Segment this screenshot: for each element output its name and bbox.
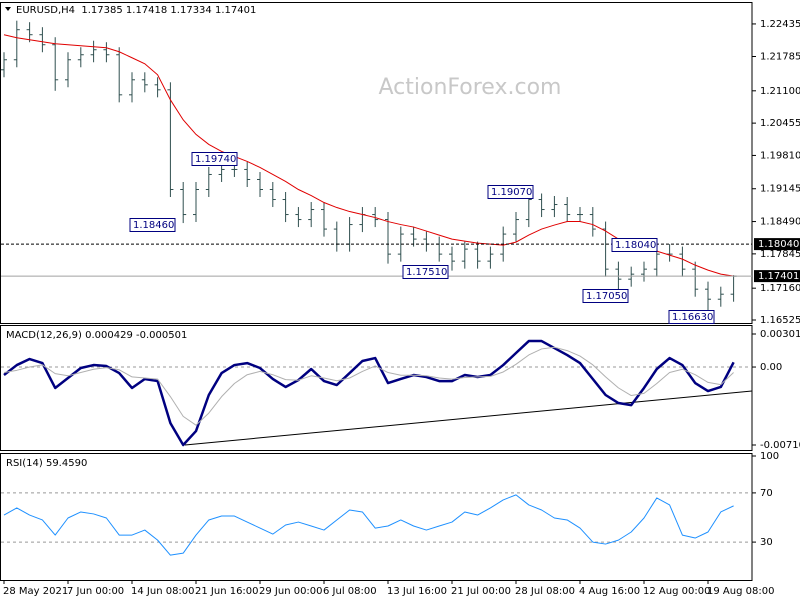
y-tick-label: 0.003012 [760, 329, 800, 340]
y-tick-label: 70 [760, 488, 773, 499]
annotation-box [487, 185, 534, 199]
y-tick-label: 1.22435 [760, 19, 800, 30]
price-tag-label: 1.17401 [758, 271, 799, 282]
x-tick-label: 28 Jul 08:00 [515, 586, 575, 597]
price-tag [754, 238, 800, 251]
y-tick-label: -0.007109 [760, 440, 800, 451]
annotation-box [668, 310, 715, 324]
x-tick-label: 13 Jul 16:00 [387, 586, 447, 597]
trendline [184, 390, 752, 446]
price-tag [754, 270, 800, 283]
y-tick-label: 1.18490 [760, 217, 800, 228]
macd-title: MACD(12,26,9) 0.000429 -0.000501 [6, 330, 187, 341]
annotation-box [582, 289, 629, 303]
y-tick-label: 1.21785 [760, 51, 800, 62]
x-tick-label: 7 Jun 00:00 [67, 586, 124, 597]
annotation: 1.19070 [491, 187, 532, 198]
annotation: 1.17050 [586, 291, 627, 302]
annotation-box [129, 218, 176, 232]
annotation: 1.17510 [406, 267, 447, 278]
price-tag-label: 1.18040 [758, 239, 799, 250]
indicator-line [3, 346, 734, 426]
y-tick-label: 1.21100 [760, 86, 800, 97]
menu-icon [5, 7, 11, 11]
indicator-line [3, 494, 734, 556]
annotation-box [611, 238, 658, 252]
x-tick-label: 21 Jun 16:00 [195, 586, 259, 597]
indicator-line [3, 339, 735, 447]
y-tick-label: 1.16525 [760, 315, 800, 326]
moving-average [3, 34, 734, 277]
x-tick-label: 29 Jun 00:00 [259, 586, 323, 597]
annotation-box [402, 265, 449, 279]
y-tick-label: 1.17845 [760, 249, 800, 260]
y-tick-label: 100 [760, 451, 779, 462]
annotation-box [191, 152, 238, 166]
y-tick-label: 1.19810 [760, 150, 800, 161]
annotation: 1.18460 [133, 220, 174, 231]
x-tick-label: 21 Jul 00:00 [451, 586, 511, 597]
watermark: ActionForex.com [379, 75, 562, 100]
y-tick-label: 1.17160 [760, 283, 800, 294]
annotation: 1.19740 [195, 154, 236, 165]
y-tick-label: 1.19145 [760, 184, 800, 195]
price-title: EURUSD,H4 1.17385 1.17418 1.17334 1.1740… [16, 5, 256, 16]
x-tick-label: 19 Aug 08:00 [707, 586, 774, 597]
annotation: 1.18040 [615, 240, 656, 251]
macd-pane [0, 325, 753, 451]
y-tick-label: 30 [760, 537, 773, 548]
x-tick-label: 4 Aug 16:00 [579, 586, 640, 597]
rsi-pane [0, 453, 753, 581]
x-tick-label: 28 May 2021 [3, 586, 68, 597]
y-tick-label: 1.20455 [760, 118, 800, 129]
price-pane [0, 2, 753, 324]
rsi-title: RSI(14) 59.4590 [6, 458, 87, 469]
x-tick-label: 6 Jul 08:00 [323, 586, 377, 597]
y-tick-label: 0.00 [760, 362, 782, 373]
x-tick-label: 12 Aug 00:00 [643, 586, 710, 597]
annotation: 1.16630 [672, 312, 713, 323]
x-tick-label: 14 Jun 08:00 [131, 586, 195, 597]
